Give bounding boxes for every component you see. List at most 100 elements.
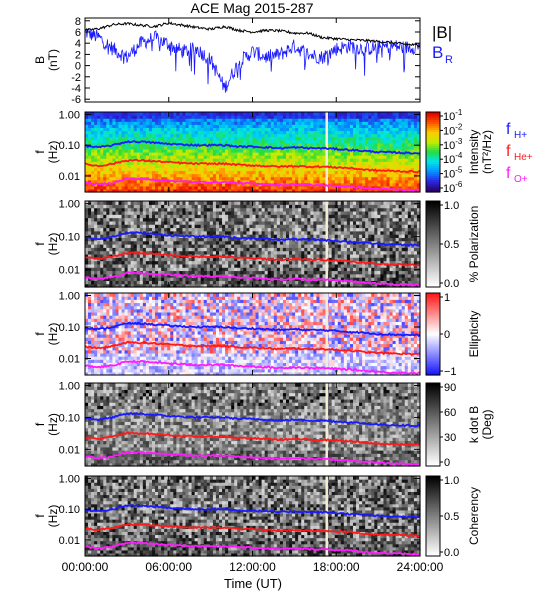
spectrogram-cell	[331, 148, 336, 153]
spectrogram-cell	[115, 170, 120, 175]
spectrogram-cell	[203, 148, 208, 153]
spectrogram-cell	[234, 176, 238, 181]
spectrogram-cell	[194, 188, 199, 193]
spectrogram-cell	[185, 127, 190, 132]
spectrogram-cell	[301, 155, 305, 159]
spectrogram-cell	[194, 118, 199, 122]
spectrogram-cell	[337, 127, 342, 132]
spectrogram-cell	[200, 188, 205, 193]
colorbar-label: Intensity	[467, 130, 481, 175]
spectrogram-cell	[279, 176, 284, 181]
spectrogram-cell	[255, 185, 260, 190]
spectrogram-cell	[145, 158, 150, 162]
spectrogram-cell	[219, 182, 223, 187]
spectrogram-cell	[304, 124, 308, 128]
spectrogram-cell	[237, 176, 241, 181]
spectrogram-cell	[200, 115, 205, 119]
spectrogram-cell	[276, 161, 281, 165]
spectrogram-cell	[88, 170, 92, 175]
spectrogram-cell	[167, 139, 171, 144]
spectrogram-cell	[334, 152, 339, 156]
spectrogram-cell	[219, 136, 223, 141]
spectrogram-cell	[276, 112, 281, 116]
spectrogram-cell	[249, 136, 254, 141]
spectrogram-cell	[191, 130, 196, 135]
spectrogram-cell	[240, 115, 244, 119]
spectrogram-cell	[145, 155, 150, 159]
spectrogram-cell	[231, 139, 235, 144]
spectrogram-cell	[304, 176, 308, 181]
spectrogram-cell	[130, 182, 135, 187]
spectrogram-cell	[158, 112, 162, 116]
spectrogram-cell	[194, 145, 199, 150]
spectrogram-cell	[270, 133, 275, 138]
spectrogram-cell	[252, 115, 257, 119]
spectrogram-cell	[234, 136, 238, 141]
spectrogram-cell	[319, 167, 324, 172]
spectrogram-cell	[173, 133, 177, 138]
spectrogram-cell	[155, 182, 159, 187]
spectrogram-cell	[313, 161, 318, 165]
spectrogram-cell	[282, 152, 287, 156]
spectrogram-cell	[164, 124, 168, 128]
spectrogram-cell	[94, 155, 98, 159]
spectrogram-cell	[328, 188, 333, 193]
spectrogram-cell	[334, 130, 339, 135]
spectrogram-cell	[124, 164, 129, 168]
spectrogram-cell	[298, 155, 302, 159]
spectrogram-cell	[279, 158, 284, 162]
spectrogram-cell	[194, 170, 199, 175]
spectrogram-cell	[307, 173, 311, 178]
spectrogram-cell	[115, 130, 120, 135]
spectrogram-cell	[112, 155, 117, 159]
spectrogram-cell	[158, 142, 162, 147]
spectrogram-cell	[103, 188, 107, 193]
spectrogram-cell	[337, 130, 342, 135]
spectrogram-cell	[228, 182, 232, 187]
spectrogram-cell	[255, 179, 260, 184]
spectrogram-cell	[173, 176, 177, 181]
spectrogram-cell	[286, 176, 290, 181]
spectrogram-cell	[100, 130, 104, 135]
spectrogram-cell	[97, 173, 101, 178]
spectrogram-cell	[197, 185, 202, 190]
spectrogram-cell	[246, 136, 251, 141]
spectrogram-cell	[246, 148, 251, 153]
spectrogram-cell	[209, 118, 214, 122]
spectrogram-cell	[176, 124, 181, 128]
spectrogram-cell	[316, 124, 321, 128]
spectrogram-cell	[331, 112, 336, 116]
spectrogram-cell	[112, 139, 117, 144]
spectrogram-cell	[161, 121, 165, 125]
spectrogram-cell	[185, 182, 190, 187]
spectrogram-cell	[222, 188, 226, 193]
spectrogram-cell	[231, 152, 235, 156]
spectrogram-cell	[319, 133, 324, 138]
spectrogram-cell	[246, 152, 251, 156]
spectrogram-cell	[112, 133, 117, 138]
spectrogram-cell	[240, 185, 244, 190]
spectrogram-cell	[88, 185, 92, 190]
freq-ytick-label: 0.10	[59, 140, 80, 152]
spectrogram-cell	[148, 112, 153, 116]
spectrogram-cell	[252, 130, 257, 135]
spectrogram-cell	[258, 118, 263, 122]
spectrogram-cell	[124, 121, 129, 125]
spectrogram-cell	[170, 130, 174, 135]
spectrogram-cell	[252, 182, 257, 187]
freq-yunit: (Hz)	[46, 141, 60, 164]
spectrogram-cell	[258, 133, 263, 138]
spectrogram-cell	[243, 136, 248, 141]
spectrogram-cell	[337, 164, 342, 168]
spectrogram-cell	[252, 136, 257, 141]
spectrogram-cell	[246, 182, 251, 187]
spectrogram-cell	[118, 121, 123, 125]
spectrogram-cell	[279, 139, 284, 144]
spectrogram-cell	[103, 148, 107, 153]
spectrogram-cell	[103, 167, 107, 172]
spectrogram-cell	[133, 155, 138, 159]
spectrogram-cell	[328, 112, 333, 116]
spectrogram-cell	[155, 173, 159, 178]
spectrogram-cell	[200, 164, 205, 168]
spectrogram-cell	[158, 182, 162, 187]
